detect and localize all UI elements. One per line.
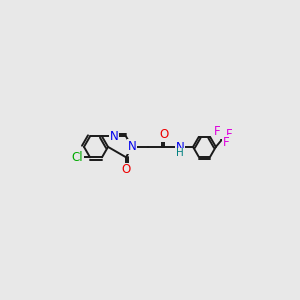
Text: O: O (122, 164, 131, 176)
Text: O: O (160, 128, 169, 141)
Text: F: F (223, 136, 229, 149)
Text: F: F (226, 128, 232, 141)
Text: N: N (110, 130, 118, 143)
Text: F: F (214, 125, 221, 138)
Text: N: N (176, 141, 184, 154)
Text: H: H (176, 148, 184, 158)
Text: N: N (128, 140, 136, 153)
Text: Cl: Cl (71, 151, 83, 164)
